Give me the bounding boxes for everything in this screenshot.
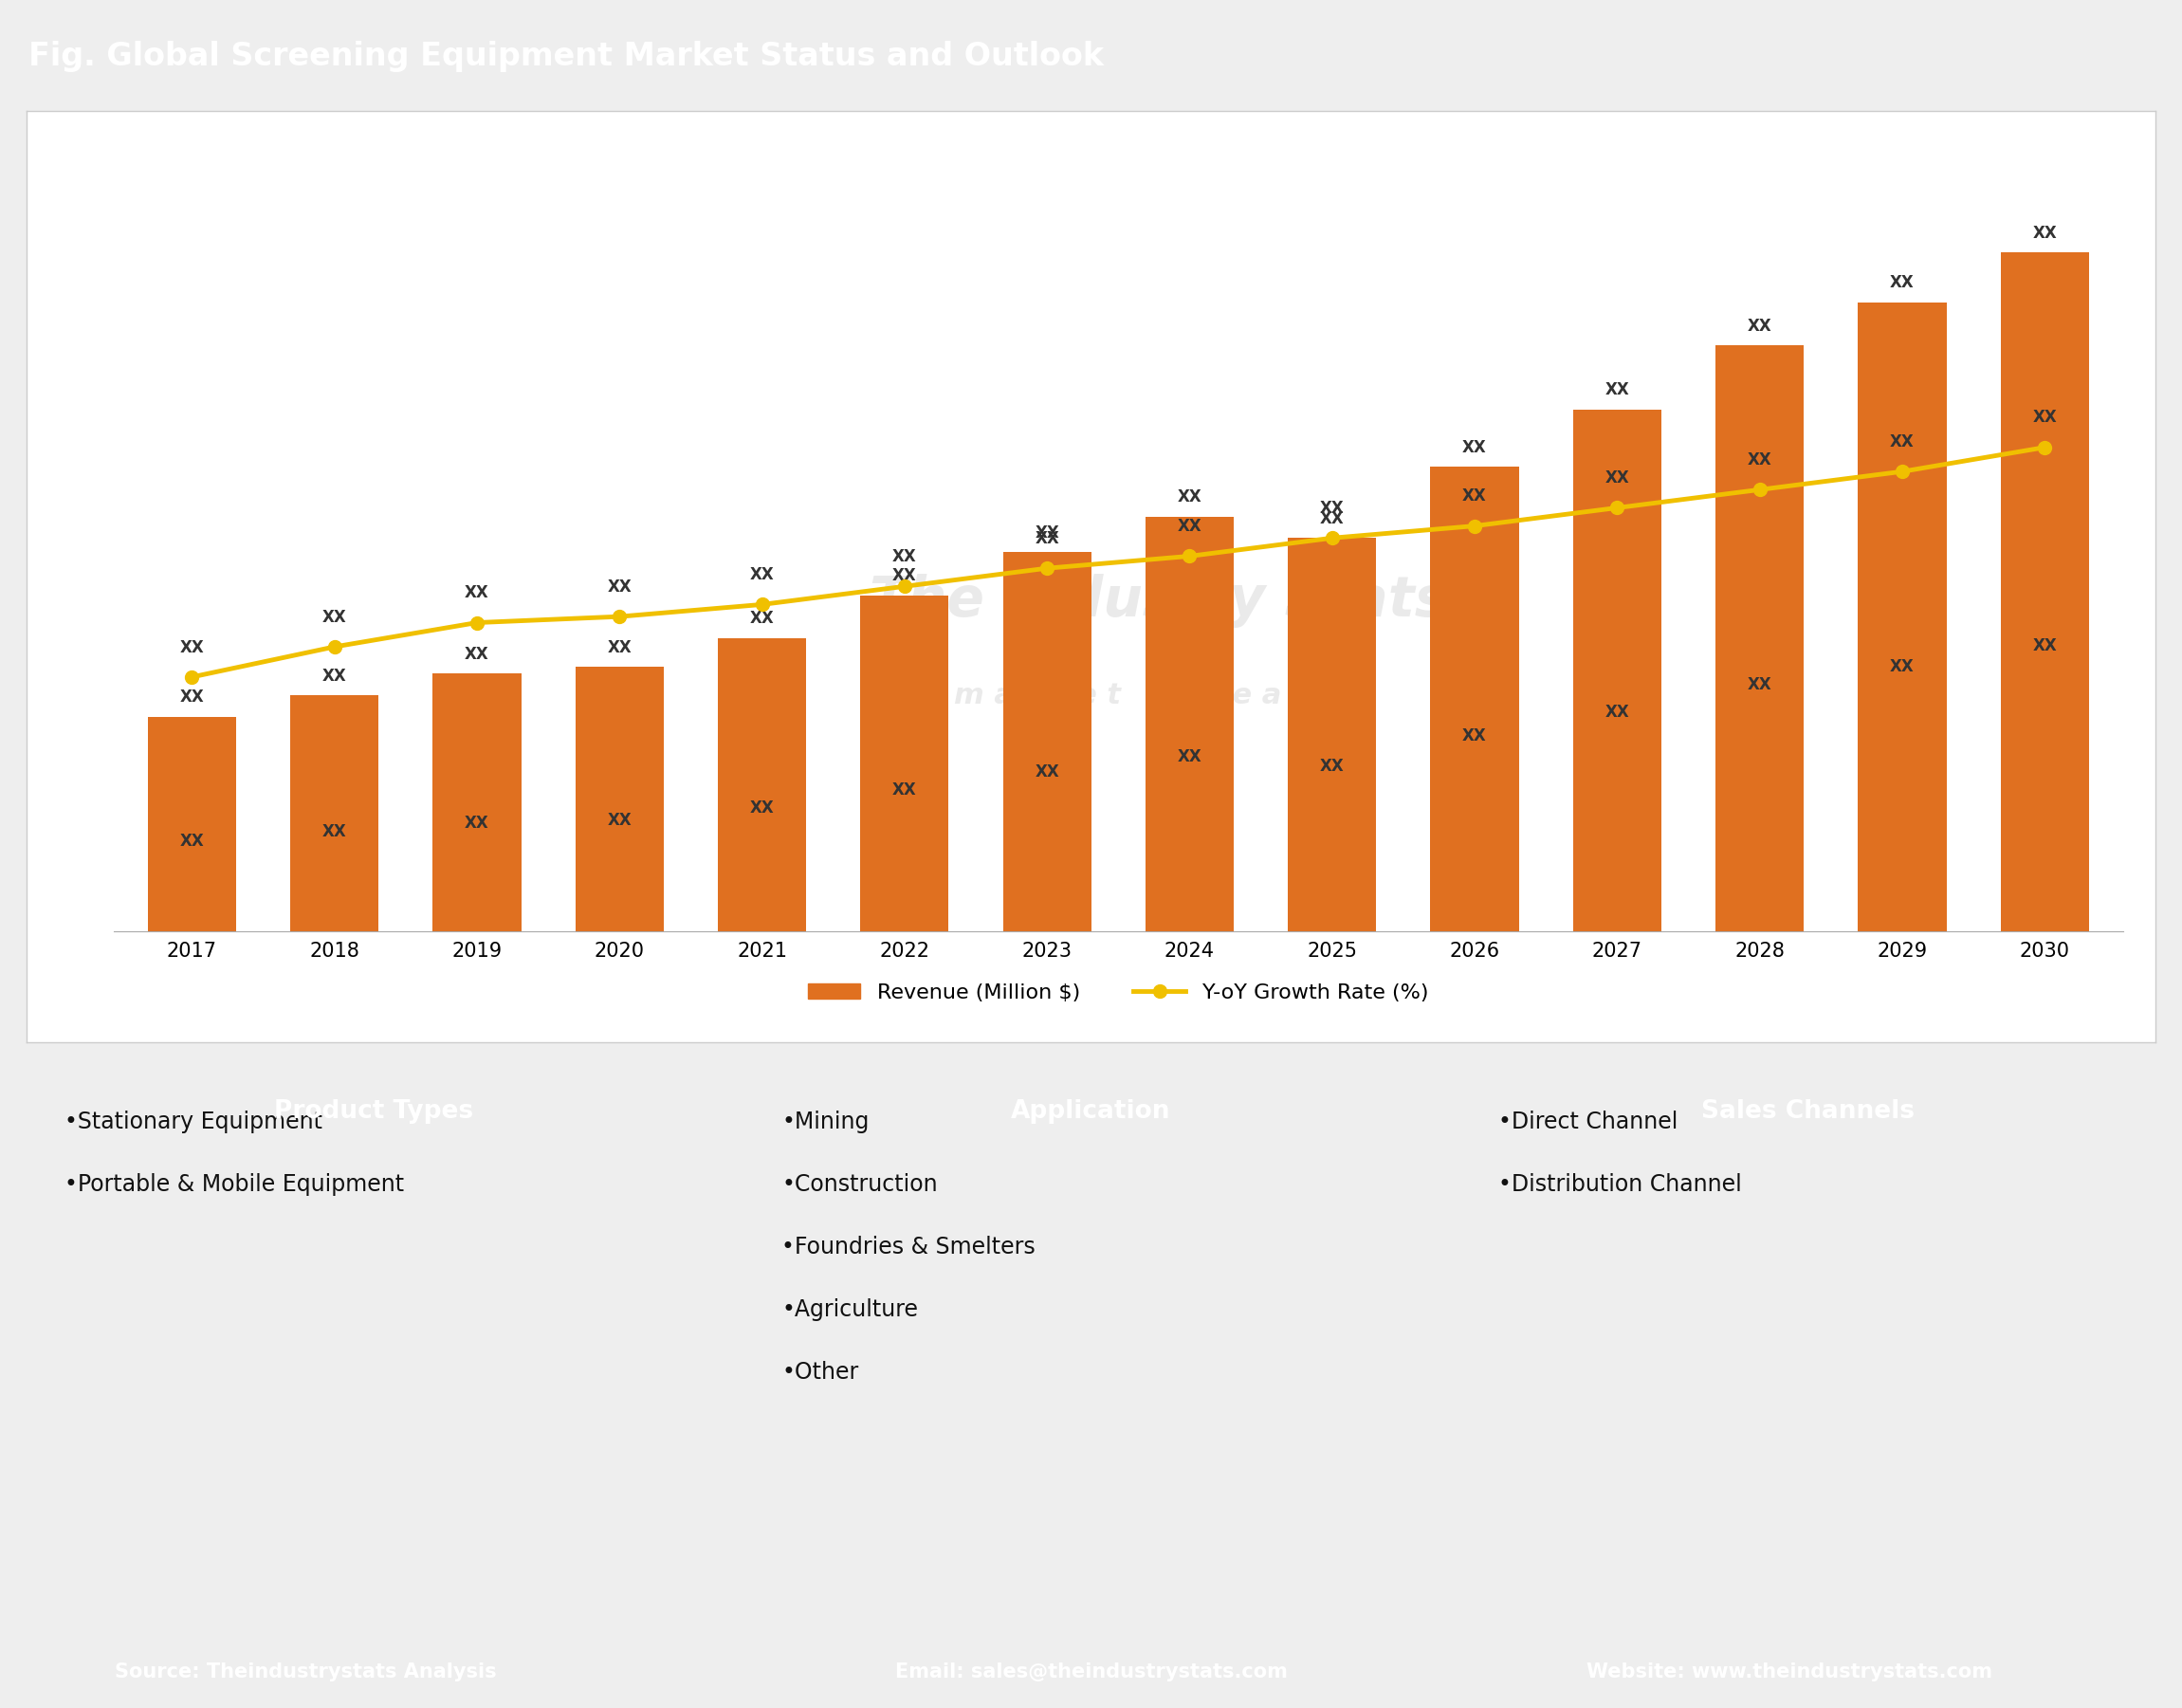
Text: •Agriculture: •Agriculture [781, 1298, 919, 1320]
Bar [1859, 302, 1946, 931]
Text: XX: XX [1178, 518, 1202, 535]
Text: XX: XX [1462, 488, 1486, 506]
Text: XX: XX [2031, 224, 2058, 241]
Bar [860, 594, 949, 931]
Text: XX: XX [465, 815, 489, 832]
Text: XX: XX [179, 688, 205, 705]
Text: XX: XX [892, 781, 916, 798]
Text: XX: XX [465, 584, 489, 601]
Bar [1715, 345, 1805, 931]
Text: Application: Application [1010, 1100, 1172, 1124]
Bar [1004, 552, 1091, 931]
Text: XX: XX [1890, 434, 1914, 451]
Text: The Industry Stats: The Industry Stats [868, 574, 1447, 629]
Text: XX: XX [607, 579, 631, 596]
Text: m a r k e t   r e s e a r c h: m a r k e t r e s e a r c h [954, 681, 1364, 709]
Text: XX: XX [323, 608, 347, 625]
Text: •Direct Channel: •Direct Channel [1499, 1110, 1678, 1134]
Bar [1431, 466, 1519, 931]
Text: XX: XX [1606, 381, 1630, 398]
Text: XX: XX [892, 567, 916, 584]
Text: XX: XX [1890, 658, 1914, 675]
Text: XX: XX [1320, 500, 1344, 518]
Text: •Stationary Equipment: •Stationary Equipment [65, 1110, 323, 1134]
Text: XX: XX [607, 811, 631, 828]
Text: XX: XX [1178, 488, 1202, 506]
Bar [1573, 410, 1661, 931]
Bar [290, 695, 377, 931]
Text: Fig. Global Screening Equipment Market Status and Outlook: Fig. Global Screening Equipment Market S… [28, 41, 1104, 72]
Text: XX: XX [1034, 529, 1058, 547]
Text: XX: XX [323, 823, 347, 840]
Text: •Mining: •Mining [781, 1110, 868, 1134]
Text: XX: XX [465, 646, 489, 663]
Text: •Construction: •Construction [781, 1173, 938, 1196]
Text: XX: XX [607, 639, 631, 656]
Text: XX: XX [2031, 637, 2058, 654]
Text: XX: XX [1320, 757, 1344, 774]
Text: •Foundries & Smelters: •Foundries & Smelters [781, 1237, 1036, 1259]
Text: XX: XX [1606, 704, 1630, 721]
Text: XX: XX [751, 799, 775, 816]
Text: XX: XX [1320, 511, 1344, 528]
Text: XX: XX [179, 639, 205, 656]
Text: XX: XX [179, 832, 205, 849]
Text: XX: XX [1748, 318, 1772, 335]
Text: XX: XX [1462, 728, 1486, 745]
Text: XX: XX [892, 548, 916, 565]
Text: •Other: •Other [781, 1361, 860, 1383]
Bar [432, 673, 521, 931]
Text: XX: XX [1178, 748, 1202, 765]
Text: XX: XX [751, 610, 775, 627]
Text: XX: XX [751, 567, 775, 584]
Text: Sales Channels: Sales Channels [1702, 1100, 1916, 1124]
Text: XX: XX [1890, 275, 1914, 292]
Bar [2001, 253, 2088, 931]
Text: XX: XX [2031, 410, 2058, 427]
Bar [718, 639, 805, 931]
Text: XX: XX [323, 668, 347, 685]
Bar [148, 717, 236, 931]
Text: Source: Theindustrystats Analysis: Source: Theindustrystats Analysis [116, 1662, 495, 1681]
Text: •Distribution Channel: •Distribution Channel [1499, 1173, 1741, 1196]
Bar [576, 666, 663, 931]
Text: Product Types: Product Types [275, 1100, 473, 1124]
Text: Email: sales@theindustrystats.com: Email: sales@theindustrystats.com [895, 1662, 1287, 1681]
Text: •Portable & Mobile Equipment: •Portable & Mobile Equipment [65, 1173, 404, 1196]
Bar [1287, 538, 1377, 931]
Legend: Revenue (Million $), Y-oY Growth Rate (%): Revenue (Million $), Y-oY Growth Rate (%… [799, 975, 1438, 1011]
Text: XX: XX [1034, 763, 1058, 781]
Text: XX: XX [1748, 451, 1772, 468]
Text: Website: www.theindustrystats.com: Website: www.theindustrystats.com [1586, 1662, 1992, 1681]
Text: XX: XX [1034, 524, 1058, 541]
Text: XX: XX [1748, 676, 1772, 693]
Text: XX: XX [1462, 439, 1486, 456]
Text: XX: XX [1606, 470, 1630, 487]
Bar [1146, 516, 1233, 931]
